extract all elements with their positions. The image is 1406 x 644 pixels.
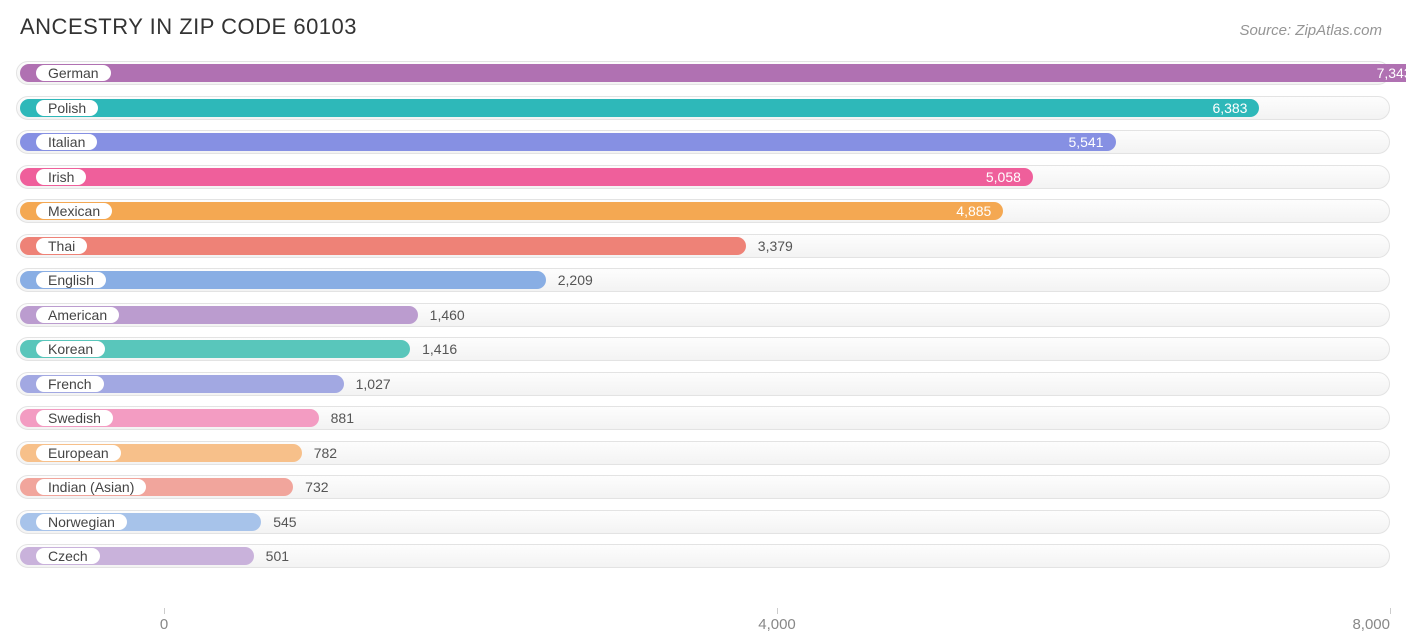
bar-track: American 1,460 xyxy=(16,303,1390,327)
category-label: Norwegian xyxy=(48,514,115,530)
bar-row: 4,885 Mexican xyxy=(16,194,1390,229)
bar-value: 545 xyxy=(261,511,296,533)
bar-track: Korean 1,416 xyxy=(16,337,1390,361)
bar-value: 5,058 xyxy=(986,168,1021,186)
axis-tick-line xyxy=(777,608,778,614)
bar-row: English 2,209 xyxy=(16,263,1390,298)
bar-value: 501 xyxy=(254,545,289,567)
bar-fill: 6,383 xyxy=(20,99,1259,117)
bar-value: 3,379 xyxy=(746,235,793,257)
bar-row: Thai 3,379 xyxy=(16,229,1390,264)
bar-row: American 1,460 xyxy=(16,298,1390,333)
category-label: Irish xyxy=(48,169,74,185)
category-label: German xyxy=(48,65,99,81)
category-label: French xyxy=(48,376,92,392)
bar-track: 7,343German xyxy=(16,61,1390,85)
bar-value: 1,460 xyxy=(418,304,465,326)
bar-value: 5,541 xyxy=(1068,133,1103,151)
category-pill: Swedish xyxy=(35,409,114,427)
category-pill: Mexican xyxy=(35,202,113,220)
category-pill: Italian xyxy=(35,133,98,151)
bar-row: French 1,027 xyxy=(16,367,1390,402)
x-axis: 0 4,000 8,000 xyxy=(16,612,1390,636)
bar-track: 6,383 Polish xyxy=(16,96,1390,120)
category-pill: Czech xyxy=(35,547,101,565)
category-label: Mexican xyxy=(48,203,100,219)
category-label: Swedish xyxy=(48,410,101,426)
category-pill: English xyxy=(35,271,107,289)
bar-track: Thai 3,379 xyxy=(16,234,1390,258)
category-pill: European xyxy=(35,444,122,462)
bar-row: Korean 1,416 xyxy=(16,332,1390,367)
category-pill: Polish xyxy=(35,99,99,117)
bar-track: Norwegian 545 xyxy=(16,510,1390,534)
axis-tick-line xyxy=(1390,608,1391,614)
axis-tick-label: 0 xyxy=(160,616,168,633)
bar-track: English 2,209 xyxy=(16,268,1390,292)
bar-track: Swedish 881 xyxy=(16,406,1390,430)
source-attribution: Source: ZipAtlas.com xyxy=(1239,22,1382,39)
bar-row: 5,058 Irish xyxy=(16,160,1390,195)
bar-value: 6,383 xyxy=(1212,99,1247,117)
category-pill: German xyxy=(35,64,112,82)
category-label: European xyxy=(48,445,109,461)
category-pill: Thai xyxy=(35,237,88,255)
bar-value: 7,343 xyxy=(1377,64,1406,82)
bar-fill xyxy=(20,237,746,255)
bar-row: European 782 xyxy=(16,436,1390,471)
bar-value: 1,416 xyxy=(410,338,457,360)
category-pill: American xyxy=(35,306,120,324)
category-label: Italian xyxy=(48,134,85,150)
bar-row: Czech 501 xyxy=(16,539,1390,574)
bar-value: 732 xyxy=(293,476,328,498)
bar-fill: 4,885 xyxy=(20,202,1003,220)
axis-tick-label: 8,000 xyxy=(1352,616,1390,633)
bar-row: 5,541 Italian xyxy=(16,125,1390,160)
bar-value: 1,027 xyxy=(344,373,391,395)
bar-track: European 782 xyxy=(16,441,1390,465)
category-label: Indian (Asian) xyxy=(48,479,134,495)
category-label: Korean xyxy=(48,341,93,357)
category-pill: Norwegian xyxy=(35,513,128,531)
bar-value: 2,209 xyxy=(546,269,593,291)
bar-fill: 5,058 xyxy=(20,168,1033,186)
bar-value: 4,885 xyxy=(956,202,991,220)
bar-track: 5,541 Italian xyxy=(16,130,1390,154)
bar-track: French 1,027 xyxy=(16,372,1390,396)
axis-tick-line xyxy=(164,608,165,614)
category-pill: Indian (Asian) xyxy=(35,478,147,496)
bar-track: 5,058 Irish xyxy=(16,165,1390,189)
bar-fill: 7,343 xyxy=(20,64,1406,82)
bar-track: Indian (Asian) 732 xyxy=(16,475,1390,499)
bar-row: Swedish 881 xyxy=(16,401,1390,436)
bar-value: 881 xyxy=(319,407,354,429)
bar-track: Czech 501 xyxy=(16,544,1390,568)
category-label: American xyxy=(48,307,107,323)
bar-row: Indian (Asian) 732 xyxy=(16,470,1390,505)
axis-tick-label: 4,000 xyxy=(758,616,796,633)
bar-row: 7,343German xyxy=(16,56,1390,91)
chart-title: ANCESTRY IN ZIP CODE 60103 xyxy=(20,14,357,40)
bar-track: 4,885 Mexican xyxy=(16,199,1390,223)
category-pill: French xyxy=(35,375,105,393)
ancestry-bar-chart: 7,343German 6,383 Polish 5,541 Italian 5,058 I… xyxy=(16,56,1390,608)
bar-fill: 5,541 xyxy=(20,133,1116,151)
bar-row: Norwegian 545 xyxy=(16,505,1390,540)
category-pill: Korean xyxy=(35,340,106,358)
category-pill: Irish xyxy=(35,168,87,186)
bar-row: 6,383 Polish xyxy=(16,91,1390,126)
category-label: Czech xyxy=(48,548,88,564)
category-label: Thai xyxy=(48,238,75,254)
bar-value: 782 xyxy=(302,442,337,464)
category-label: Polish xyxy=(48,100,86,116)
category-label: English xyxy=(48,272,94,288)
